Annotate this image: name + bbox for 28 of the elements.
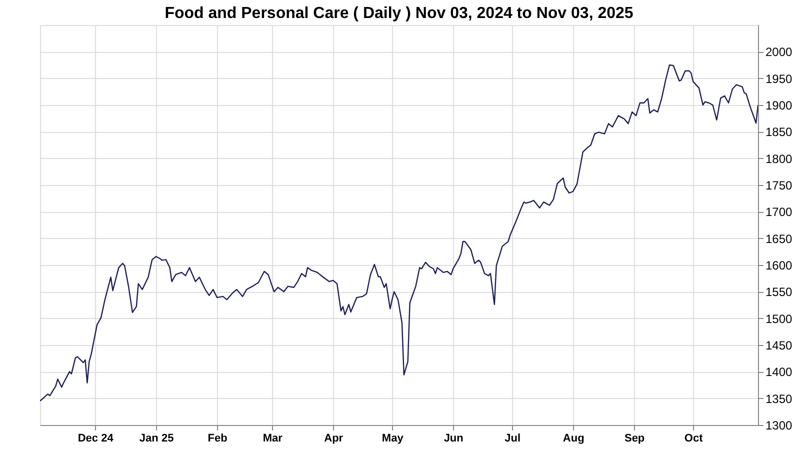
y-tick-label: 1400 bbox=[766, 365, 793, 380]
x-tick-label: Oct bbox=[684, 432, 704, 444]
y-tick-label: 1550 bbox=[766, 285, 793, 300]
x-tick-label: Sep bbox=[624, 432, 645, 444]
y-tick-label: 1900 bbox=[766, 98, 793, 112]
chart-title: Food and Personal Care ( Daily ) Nov 03, 2024 to Nov 03, 2025 bbox=[164, 5, 634, 22]
y-tick-label: 1450 bbox=[766, 338, 793, 352]
y-tick-label: 1300 bbox=[766, 418, 793, 432]
x-tick-label: May bbox=[382, 432, 404, 444]
y-tick-label: 1750 bbox=[766, 178, 793, 192]
x-tick-label: Mar bbox=[262, 432, 284, 444]
y-tick-label: 1600 bbox=[766, 258, 793, 272]
y-tick-label: 1500 bbox=[766, 312, 793, 326]
y-tick-label: 1350 bbox=[766, 392, 793, 406]
x-tick-label: Feb bbox=[208, 432, 228, 444]
x-tick-label: Aug bbox=[562, 432, 584, 444]
y-tick-label: 2000 bbox=[766, 45, 793, 60]
y-tick-label: 1800 bbox=[766, 152, 793, 166]
y-tick-label: 1650 bbox=[766, 232, 793, 246]
y-tick-label: 1850 bbox=[766, 125, 793, 140]
x-tick-label: Jan 25 bbox=[139, 432, 174, 444]
y-tick-label: 1950 bbox=[766, 72, 793, 86]
x-tick-label: Jul bbox=[504, 432, 521, 444]
y-tick-label: 1700 bbox=[766, 205, 793, 220]
x-tick-label: Dec 24 bbox=[78, 432, 114, 444]
x-tick-label: Apr bbox=[324, 432, 344, 444]
x-tick-label: Jun bbox=[444, 432, 464, 444]
line-series bbox=[40, 64, 758, 402]
